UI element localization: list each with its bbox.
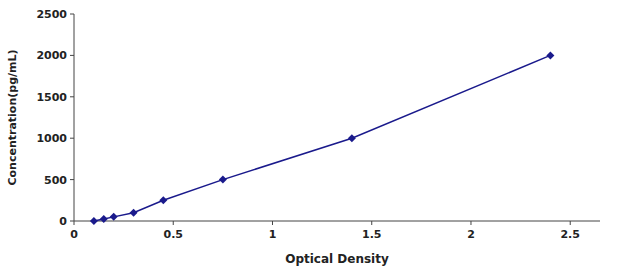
data-point	[130, 209, 138, 217]
x-tick	[272, 221, 273, 225]
y-tick	[70, 179, 74, 180]
y-tick	[70, 96, 74, 97]
x-tick-label: 1	[269, 228, 277, 241]
x-tick-label: 0	[70, 228, 78, 241]
y-axis-line	[74, 14, 75, 221]
plot-area	[90, 51, 555, 225]
data-point	[110, 213, 118, 221]
x-tick-label: 2.5	[560, 228, 580, 241]
y-tick	[70, 138, 74, 139]
chart: 0 0.5 1 1.5 2 2.5 0 500 1000 1500 2000 2500 Optical …	[0, 0, 618, 271]
y-tick-label: 2000	[36, 49, 67, 62]
y-tick	[70, 14, 74, 15]
x-tick	[470, 221, 471, 225]
y-tick	[70, 55, 74, 56]
y-tick-label: 500	[44, 174, 67, 187]
data-line	[94, 55, 551, 221]
data-point	[219, 176, 227, 184]
y-tick	[70, 221, 74, 222]
data-point	[159, 196, 167, 204]
y-tick-label: 0	[59, 215, 67, 228]
y-tick-label: 2500	[36, 8, 67, 21]
x-axis-label: Optical Density	[285, 252, 389, 266]
x-tick	[173, 221, 174, 225]
data-point	[348, 134, 356, 142]
y-tick-label: 1000	[36, 132, 67, 145]
x-axis-line	[74, 221, 600, 222]
x-tick-label: 0.5	[163, 228, 183, 241]
data-point	[90, 217, 98, 225]
x-tick-label: 1.5	[362, 228, 382, 241]
x-tick	[74, 221, 75, 225]
x-tick	[570, 221, 571, 225]
data-point	[100, 215, 108, 223]
x-tick-label: 2	[467, 228, 475, 241]
y-axis-label: Concentration(pg/mL)	[6, 49, 19, 185]
y-tick-label: 1500	[36, 91, 67, 104]
data-point	[546, 51, 554, 59]
x-tick	[371, 221, 372, 225]
